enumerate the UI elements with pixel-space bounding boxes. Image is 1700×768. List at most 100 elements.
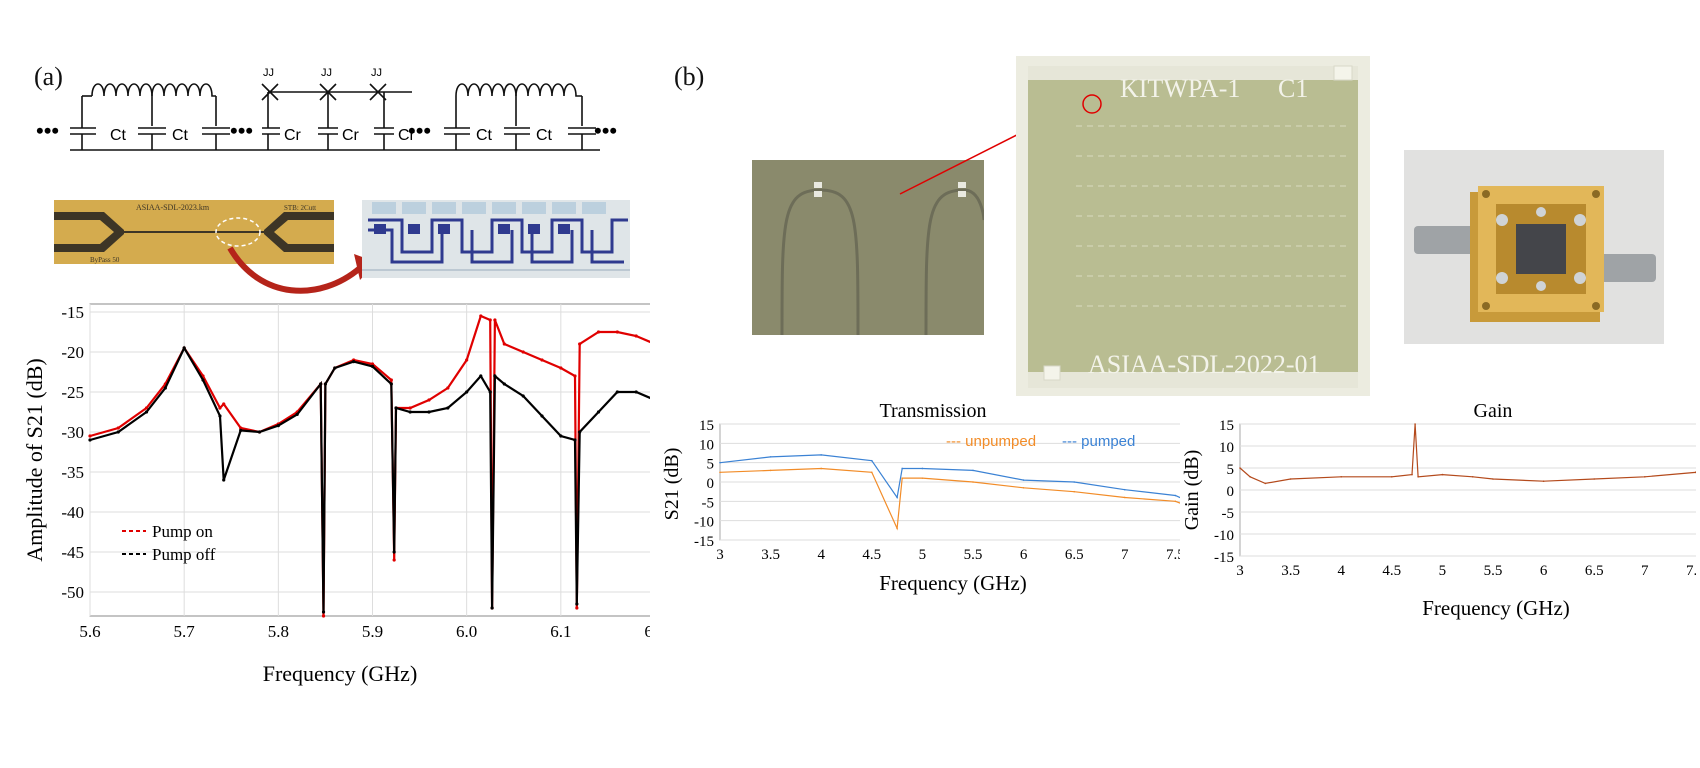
y-tick-label: -20 (61, 343, 84, 362)
data-point (1124, 488, 1126, 491)
data-point (493, 318, 497, 322)
x-tick-label: 7 (1641, 563, 1649, 579)
data-point (370, 364, 375, 368)
ellipsis-right: ••• (594, 118, 617, 143)
x-tick-label: 5.9 (362, 622, 383, 641)
x-tick-label: 6.5 (1065, 547, 1084, 563)
data-point (871, 459, 873, 462)
inductor-coil-right-2 (515, 83, 582, 97)
data-point (559, 366, 563, 370)
circuit-diagram: ••• ••• ••• ••• Ct Ct Cr Cr Cr Ct Ct JJ … (36, 67, 617, 151)
data-point (1174, 494, 1177, 497)
y-tick-label: 10 (699, 437, 714, 453)
data-point (427, 398, 431, 402)
y-tick-label: 15 (699, 418, 714, 434)
x-tick-label: 4.5 (862, 547, 881, 563)
data-point (502, 382, 506, 386)
legend-pump-off: Pump off (152, 545, 216, 564)
chip-corner-text: STB: 2Cutt (284, 204, 316, 212)
data-point (333, 366, 337, 370)
transmission-chart: Transmission 15 10 5 0 -5 -10 -15 3 3.5 4 4.5 5 5.5… (661, 400, 1180, 595)
data-point (896, 527, 898, 530)
data-point (1471, 476, 1474, 478)
x-tick-label: 4 (1337, 563, 1345, 579)
data-point (116, 426, 120, 430)
data-point (896, 496, 898, 499)
data-point (490, 606, 494, 610)
x-tick-label: 6.0 (456, 622, 477, 641)
series-line-unpumped (719, 467, 1180, 531)
data-point (1239, 467, 1241, 469)
jj-cross-3 (369, 83, 387, 101)
data-point (820, 454, 822, 456)
series-line-pumped (719, 454, 1180, 500)
x-tick-label: 5.8 (268, 622, 289, 641)
data-point (1644, 476, 1646, 478)
x-ticks: 33.544.555.566.577.58 (716, 547, 1180, 563)
plot-grid (89, 304, 650, 616)
data-point (578, 342, 582, 346)
data-point (1441, 473, 1444, 476)
data-point (769, 456, 772, 458)
data-point (408, 410, 412, 414)
data-point (479, 374, 483, 378)
data-point (615, 330, 619, 334)
series-line-pump-on (89, 314, 650, 617)
cap-label-ct-2: Ct (172, 127, 189, 144)
data-point (182, 346, 186, 350)
data-point (321, 610, 326, 614)
data-point (1542, 480, 1545, 482)
data-point (575, 606, 579, 610)
data-point (634, 334, 638, 338)
data-point (1264, 482, 1267, 485)
y-tick-label: -45 (61, 543, 84, 562)
plot-lines (719, 454, 1180, 531)
y-tick-label: -15 (694, 534, 714, 550)
x-tick-label: 5.5 (964, 547, 983, 563)
x-tick-label: 5.6 (79, 622, 100, 641)
x-tick-label: 4 (817, 547, 825, 563)
data-point (389, 382, 393, 386)
data-point (1174, 500, 1177, 503)
y-tick-label: 0 (707, 476, 715, 492)
x-tick-label: 7 (1121, 547, 1129, 563)
jj-cross-2 (319, 83, 337, 101)
legend-unpumped: --- unpumped (946, 433, 1036, 450)
jj-label-1: JJ (263, 67, 274, 79)
data-point (596, 410, 601, 414)
y-tick-label: -35 (61, 463, 84, 482)
data-point (257, 430, 262, 434)
data-point (521, 350, 525, 354)
ellipsis-mid-1: ••• (230, 118, 253, 143)
data-point (222, 402, 226, 406)
data-point (596, 330, 601, 334)
jj-label-3: JJ (371, 67, 382, 79)
legend: Pump on Pump off (122, 522, 216, 564)
plot-lines (1239, 423, 1696, 485)
panel-b-label: (b) (674, 62, 705, 91)
plot-grid (720, 423, 1180, 541)
data-point (719, 461, 721, 464)
y-axis-label: Gain (dB) (1181, 450, 1203, 531)
data-point (575, 602, 579, 606)
x-tick-label: 6.2 (644, 622, 650, 641)
y-tick-label: -5 (1222, 506, 1235, 522)
data-point (901, 467, 903, 470)
data-point (392, 550, 396, 554)
y-tick-label: -10 (694, 515, 714, 531)
data-point (615, 390, 619, 394)
x-tick-label: 6 (1020, 547, 1028, 563)
data-point (573, 438, 577, 442)
data-point (446, 406, 450, 410)
x-tick-label: 5.5 (1484, 563, 1503, 579)
ellipsis-mid-2: ••• (408, 118, 431, 143)
plot-frame (89, 303, 650, 617)
y-tick-label: -25 (61, 383, 84, 402)
x-tick-label: 6.5 (1585, 563, 1604, 579)
gain-chart: Gain 15 10 5 0 -5 -10 -15 3 3.5 4 4.5 5 5.5 6 6.5 7 7.5… (1181, 400, 1696, 620)
y-tick-label: -15 (61, 303, 84, 322)
x-tick-label: 3.5 (761, 547, 780, 563)
x-tick-label: 5 (919, 547, 927, 563)
data-point (239, 428, 243, 432)
data-point (1417, 476, 1419, 478)
